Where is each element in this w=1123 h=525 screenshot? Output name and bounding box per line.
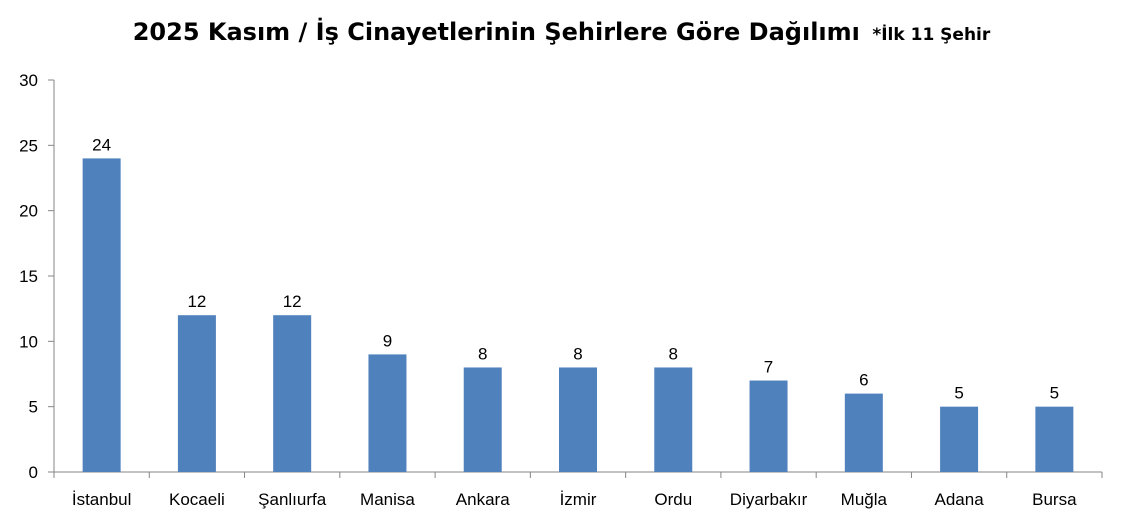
x-tick-label: Kocaeli	[169, 490, 225, 509]
y-tick-label: 20	[19, 202, 38, 221]
y-axis: 0 5 10 15 20 25 30	[19, 71, 55, 482]
x-tick-label: Diyarbakır	[730, 490, 808, 509]
y-tick-label: 10	[19, 332, 38, 351]
bar	[844, 393, 883, 472]
chart-subtitle: *İlk 11 Şehir	[872, 25, 991, 45]
bar	[1035, 406, 1074, 472]
y-tick-label: 25	[19, 136, 38, 155]
y-tick-label: 30	[19, 71, 38, 90]
data-label: 24	[92, 135, 111, 154]
data-label: 8	[669, 344, 678, 363]
y-tick-label: 0	[29, 463, 38, 482]
bar	[273, 315, 312, 472]
x-tick-label: Manisa	[360, 490, 415, 509]
bar	[82, 158, 121, 472]
data-label: 12	[187, 292, 206, 311]
bars-group	[82, 158, 1074, 472]
x-tick-label: Muğla	[841, 490, 888, 509]
y-tick-label: 5	[29, 398, 38, 417]
x-axis: İstanbul Kocaeli Şanlıurfa Manisa Ankara İzmi…	[53, 471, 1103, 509]
x-tick-label: Ankara	[456, 490, 510, 509]
x-tick-label: Şanlıurfa	[258, 490, 327, 509]
x-tick-label: İstanbul	[72, 490, 132, 509]
bar	[463, 367, 502, 472]
data-label: 8	[478, 344, 487, 363]
chart-title-main: 2025 Kasım / İş Cinayetlerinin Şehirlere…	[132, 18, 860, 46]
bar	[559, 367, 597, 472]
x-tick-label: Adana	[935, 490, 985, 509]
bar	[177, 315, 216, 472]
bar	[368, 354, 407, 472]
y-tick-label: 15	[19, 267, 38, 286]
x-tick-label: Bursa	[1032, 490, 1077, 509]
bar	[749, 380, 788, 472]
data-label: 6	[859, 371, 868, 390]
data-labels-group: 24 12 12 9 8 8 8 7 6 5 5	[92, 135, 1059, 402]
bar	[654, 367, 693, 472]
data-label: 8	[573, 344, 582, 363]
x-tick-label: İzmir	[560, 490, 597, 509]
bar	[940, 406, 979, 472]
x-tick-label: Ordu	[654, 490, 692, 509]
data-label: 9	[383, 331, 392, 350]
data-label: 7	[764, 358, 773, 377]
data-label: 5	[1050, 384, 1059, 403]
data-label: 5	[954, 384, 963, 403]
chart-title: 2025 Kasım / İş Cinayetlerinin Şehirlere…	[0, 18, 1123, 46]
data-label: 12	[283, 292, 302, 311]
